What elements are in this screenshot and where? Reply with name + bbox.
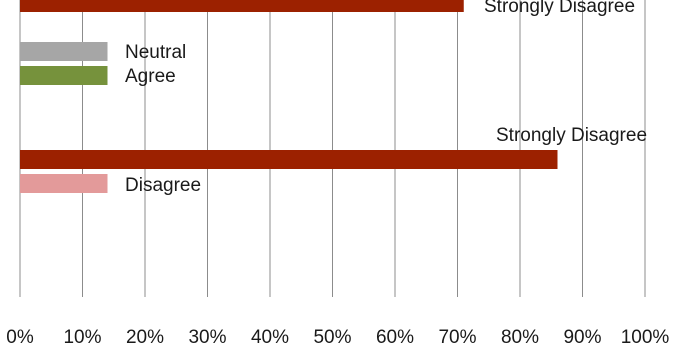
x-tick-label: 70% bbox=[438, 327, 476, 348]
x-tick-label: 40% bbox=[251, 327, 289, 348]
bar-label: Neutral bbox=[125, 42, 186, 63]
x-axis-tick-labels: 0% 10% 20% 30% 40% 50% 60% 70% 80% 90% 100% bbox=[6, 327, 669, 348]
bars bbox=[20, 0, 558, 193]
x-tick-label: 80% bbox=[501, 327, 539, 348]
bar-labels: Strongly Disagree Neutral Agree Strongly Di… bbox=[125, 0, 647, 196]
bar-label: Strongly Disagree bbox=[484, 0, 635, 17]
bar bbox=[20, 0, 464, 12]
bar bbox=[20, 150, 558, 169]
bar-label: Disagree bbox=[125, 175, 201, 196]
bar-label: Strongly Disagree bbox=[496, 125, 647, 146]
x-tick-label: 30% bbox=[188, 327, 226, 348]
x-tick-label: 60% bbox=[376, 327, 414, 348]
x-tick-label: 100% bbox=[621, 327, 670, 348]
x-tick-label: 50% bbox=[313, 327, 351, 348]
x-tick-label: 10% bbox=[63, 327, 101, 348]
x-tick-label: 20% bbox=[126, 327, 164, 348]
bar bbox=[20, 174, 108, 193]
bar-label: Agree bbox=[125, 66, 176, 87]
x-tick-label: 0% bbox=[6, 327, 34, 348]
gridlines bbox=[19, 0, 646, 297]
x-tick-label: 90% bbox=[563, 327, 601, 348]
bar bbox=[20, 66, 108, 85]
bar bbox=[20, 42, 108, 61]
